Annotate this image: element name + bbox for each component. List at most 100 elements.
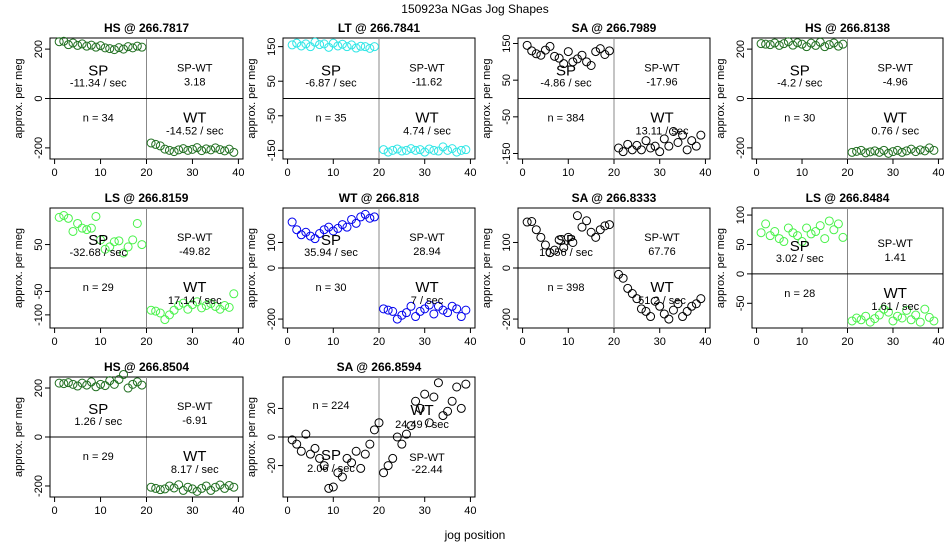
panel-9-y-tick-label: 200 xyxy=(33,379,45,397)
panel-10-data-point xyxy=(356,463,366,473)
panel-5-data-point xyxy=(174,301,184,310)
panel-2-data-point xyxy=(337,39,347,49)
panel-9-data-point xyxy=(215,480,225,490)
panel-2-spwt-value: -11.62 xyxy=(412,77,442,89)
panel-8-data-point xyxy=(829,225,839,235)
panel-9-x-tick-label: 20 xyxy=(140,505,152,517)
panel-3-data-point xyxy=(522,40,532,50)
panel-2-x-tick-label: 30 xyxy=(419,167,431,179)
panel-1-data-point xyxy=(187,144,197,154)
panel-6-sp-label: SP xyxy=(321,232,341,249)
panel-8-x-tick-label: 30 xyxy=(887,336,899,348)
panel-2-wt-label: WT xyxy=(415,110,438,127)
panel-5-y-tick-label: -100 xyxy=(33,304,45,326)
panel-8-spwt-label: SP-WT xyxy=(878,238,914,250)
panel-8-data-point xyxy=(883,307,893,317)
panel-7-data-point xyxy=(691,299,701,309)
panel-5-n-count: n = 29 xyxy=(83,282,114,294)
panel-9-y-axis-label: approx. per meg xyxy=(13,397,25,477)
panel-3-data-point xyxy=(586,61,596,70)
panel-2-data-point xyxy=(328,38,338,48)
panel-1-data-point xyxy=(169,147,179,157)
panel-1-title: HS @ 266.7817 xyxy=(104,21,189,35)
panel-5-data-point xyxy=(128,235,138,245)
panel-4-x-tick-label: 30 xyxy=(887,167,899,179)
panel-4-data-point xyxy=(783,37,793,47)
panel-5-data-point xyxy=(160,315,170,325)
panel-10-y-axis-label: approx. per meg xyxy=(246,397,258,477)
panel-7-data-point xyxy=(664,314,674,324)
panel-5-spwt-label: SP-WT xyxy=(177,232,213,244)
panel-10-x-tick-label: 20 xyxy=(373,505,385,517)
panel-7-data-point xyxy=(582,216,592,226)
panel-1-data-point xyxy=(224,144,234,154)
panel-2-data-point xyxy=(301,39,311,49)
panel-7-data-point xyxy=(577,222,587,232)
panel-2-data-point xyxy=(292,38,302,48)
panel-10-data-point xyxy=(411,396,421,406)
panel-4-data-point xyxy=(802,42,812,52)
panel-2-y-tick-label: -50 xyxy=(266,108,278,124)
panel-8-x-tick-label: 10 xyxy=(796,336,808,348)
panel-5-data-point xyxy=(91,211,101,221)
panel-7-wt-rate: 51.2 / sec xyxy=(638,295,686,307)
panel-5-wt-rate: 17.14 / sec xyxy=(168,295,222,307)
panel-2-n-count: n = 35 xyxy=(316,113,347,125)
panel-5-data-point xyxy=(77,223,87,233)
panel-7-data-point xyxy=(682,306,692,316)
panel-3-data-point xyxy=(632,140,642,150)
panel-6-data-point xyxy=(296,230,306,240)
panel-10-data-point xyxy=(315,453,325,463)
panel-7-data-point xyxy=(678,312,688,322)
panel-5-y-axis-label: approx. per meg xyxy=(13,228,25,308)
panel-9-x-tick-label: 0 xyxy=(52,505,58,517)
panel-4-data-point xyxy=(761,39,771,49)
panel-7-x-tick-label: 30 xyxy=(654,336,666,348)
panel-1-x-tick-label: 30 xyxy=(186,167,198,179)
panel-2-data-point xyxy=(333,41,343,51)
panel-3-x-tick-label: 40 xyxy=(699,167,711,179)
panel-5-data-point xyxy=(119,248,129,258)
panel-2-data-point xyxy=(415,145,425,155)
panel-9-data-point xyxy=(68,379,78,389)
panel-10-x-tick-label: 30 xyxy=(419,505,431,517)
panel-6-title: WT @ 266.818 xyxy=(339,191,420,205)
panel-1-data-point xyxy=(59,36,69,46)
panel-3-sp-label: SP xyxy=(556,63,576,80)
panel-4-y-tick-label: 200 xyxy=(735,40,747,58)
panel-1-data-point xyxy=(114,43,124,53)
panel-8-data-point xyxy=(888,316,898,326)
panel-7-data-point xyxy=(696,294,706,304)
panel-3-data-point xyxy=(623,139,633,149)
panel-10-data-point xyxy=(433,378,443,388)
panel-3-data-point xyxy=(664,141,674,151)
panel-4-data-point xyxy=(883,148,893,158)
panel-8-x-tick-label: 20 xyxy=(841,336,853,348)
panel-1-data-point xyxy=(109,45,119,55)
panel-1-x-tick-label: 40 xyxy=(232,167,244,179)
panel-3-y-tick-label: 150 xyxy=(501,34,513,52)
panel-6-data-point xyxy=(424,300,434,310)
panel-5-data-point xyxy=(68,226,78,236)
panel-7-data-point xyxy=(650,296,660,306)
panel-5-data-point xyxy=(187,300,197,310)
panel-4-data-point xyxy=(838,39,848,49)
panel-4-data-point xyxy=(765,40,775,50)
panel-9-data-point xyxy=(77,378,87,388)
panel-3-data-point xyxy=(659,134,669,144)
panel-10-data-point xyxy=(360,449,370,459)
panel-10-data-point xyxy=(305,449,315,459)
panel-6-data-point xyxy=(388,306,398,316)
panel-4-data-point xyxy=(920,146,930,156)
panel-2-data-point xyxy=(296,41,306,51)
panel-8-data-point xyxy=(879,304,889,314)
panel-8-data-point xyxy=(783,223,793,233)
panel-5-data-point xyxy=(54,212,64,222)
panel-4-data-point xyxy=(852,146,862,156)
panel-1-data-point xyxy=(146,138,156,148)
panel-1-y-tick-label: 0 xyxy=(33,95,45,101)
panel-1-data-point xyxy=(77,39,87,49)
panel-7-data-point xyxy=(627,289,637,299)
panel-2-sp-rate: -6.87 / sec xyxy=(305,78,357,90)
